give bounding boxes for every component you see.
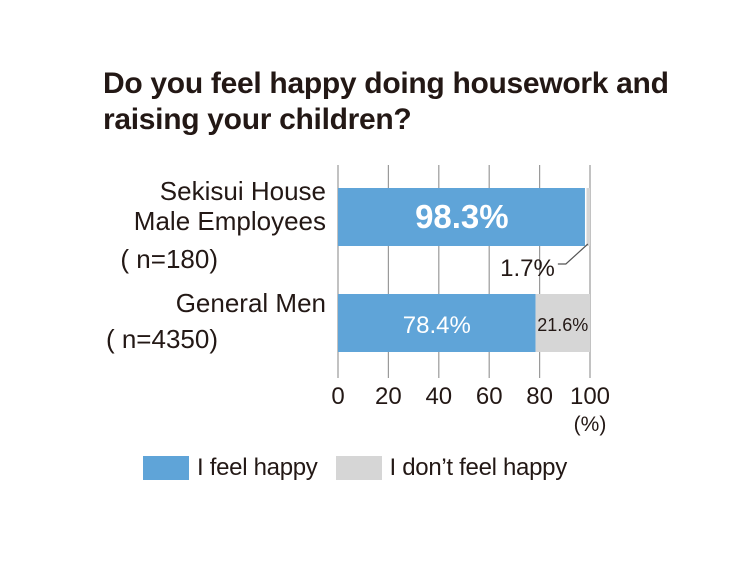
legend: I feel happy I don’t feel happy (143, 454, 567, 482)
x-tick-label: 80 (526, 383, 553, 410)
x-tick-label: 60 (476, 383, 503, 410)
category-label: ( n=4350) (106, 324, 218, 354)
data-label: 1.7% (500, 255, 555, 282)
x-tick-label: 0 (331, 383, 344, 410)
x-tick-labels: 0 20 40 60 80 100 (%) (331, 383, 610, 436)
data-label: 98.3% (415, 198, 509, 235)
bars (338, 188, 590, 352)
leader-line (557, 243, 589, 265)
data-label: 21.6% (537, 315, 588, 335)
legend-swatch-not-happy (335, 456, 382, 480)
category-label: General Men (176, 288, 326, 318)
legend-label-not-happy: I don’t feel happy (389, 454, 568, 481)
x-tick-label: 20 (375, 383, 402, 410)
category-label: ( n=180) (120, 244, 218, 274)
bar-happy (338, 294, 536, 352)
chart-title: Do you feel happy doing housework and ra… (103, 67, 669, 136)
category-label: Male Employees (134, 206, 326, 236)
bar-not-happy (535, 294, 590, 352)
bar-happy (338, 188, 586, 246)
bar-not-happy (585, 188, 590, 246)
x-tick-label: 100 (570, 383, 610, 410)
legend-item-happy: I feel happy (143, 454, 318, 482)
data-label: 78.4% (403, 312, 471, 339)
category-label: Sekisui House (160, 176, 326, 206)
x-unit-label: (%) (574, 413, 607, 436)
legend-item-not-happy: I don’t feel happy (335, 454, 568, 482)
data-labels: 98.3% 1.7% 78.4% 21.6% (403, 198, 589, 339)
x-tick-label: 40 (425, 383, 452, 410)
legend-swatch-happy (143, 456, 189, 480)
legend-label-happy: I feel happy (197, 454, 318, 481)
